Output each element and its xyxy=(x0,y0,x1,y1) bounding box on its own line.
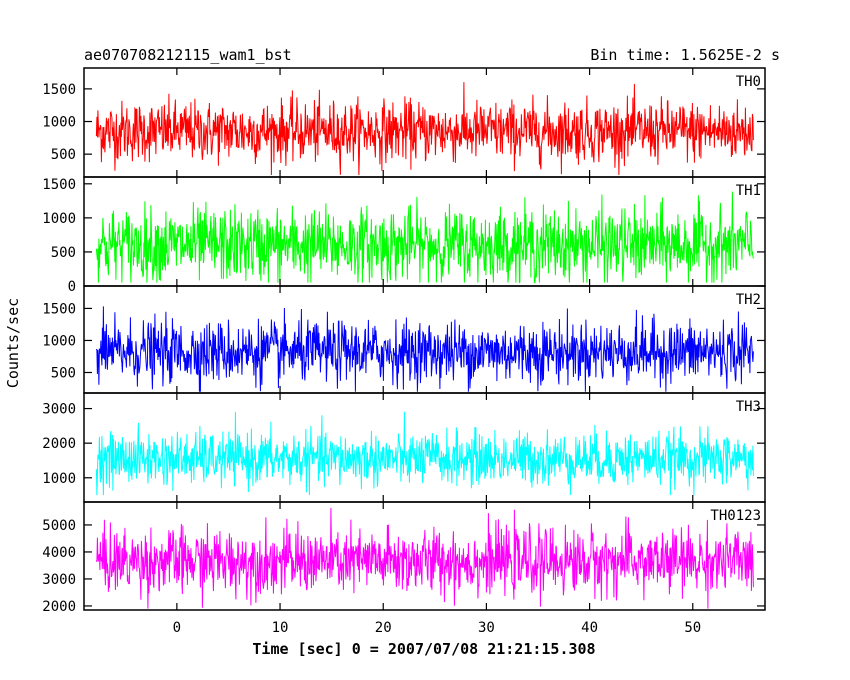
y-tick-label: 5000 xyxy=(42,518,76,534)
x-tick-label: 20 xyxy=(375,620,392,636)
y-tick-label: 500 xyxy=(51,147,76,163)
y-tick-label: 3000 xyxy=(42,402,76,418)
y-tick-label: 1000 xyxy=(42,211,76,227)
y-tick-label: 4000 xyxy=(42,545,76,561)
y-tick-label: 3000 xyxy=(42,572,76,588)
y-tick-label: 2000 xyxy=(42,599,76,615)
y-tick-label: 0 xyxy=(68,279,76,295)
y-tick-label: 1000 xyxy=(42,115,76,131)
y-tick-label: 1000 xyxy=(42,333,76,349)
series-line-th2 xyxy=(95,306,754,392)
series-line-th3 xyxy=(95,411,754,496)
panel-name-label: TH0123 xyxy=(710,508,761,524)
bin-time-label: Bin time: 1.5625E-2 s xyxy=(590,46,780,64)
panel-frame xyxy=(83,392,766,503)
panel-frame xyxy=(83,501,766,611)
y-tick-label: 500 xyxy=(51,245,76,261)
panel-name-label: TH2 xyxy=(736,292,761,308)
panel-th3: 1000 2000 3000 TH3 xyxy=(42,392,766,503)
chart-title: ae070708212115_wam1_bst xyxy=(84,46,292,64)
x-tick-label: 50 xyxy=(684,620,701,636)
x-tick-labels: 0 10 20 30 40 50 xyxy=(173,620,702,636)
y-tick-label: 1500 xyxy=(42,82,76,98)
panel-name-label: TH0 xyxy=(736,74,761,90)
y-tick-label: 1500 xyxy=(42,177,76,193)
panel-th1: 0 500 1000 1500 TH1 xyxy=(42,176,766,295)
y-tick-label: 1000 xyxy=(42,471,76,487)
x-tick-label: 0 xyxy=(173,620,181,636)
panel-name-label: TH3 xyxy=(736,399,761,415)
panel-th2: 500 1000 1500 TH2 xyxy=(42,285,766,394)
x-tick-label: 10 xyxy=(272,620,289,636)
x-tick-label: 30 xyxy=(478,620,495,636)
panel-th0123: 2000 3000 4000 5000 TH0123 xyxy=(42,501,766,615)
y-tick-label: 1500 xyxy=(42,301,76,317)
y-axis-label: Counts/sec xyxy=(4,298,22,388)
x-axis-label: Time [sec] 0 = 2007/07/08 21:21:15.308 xyxy=(252,640,595,658)
y-tick-label: 500 xyxy=(51,365,76,381)
series-line-th0123 xyxy=(95,507,754,609)
y-tick-label: 2000 xyxy=(42,436,76,452)
x-tick-label: 40 xyxy=(581,620,598,636)
series-line-th0 xyxy=(95,82,754,176)
panel-th0: 500 1000 1500 TH0 xyxy=(42,67,766,178)
panel-name-label: TH1 xyxy=(736,183,761,199)
series-line-th1 xyxy=(95,191,754,284)
